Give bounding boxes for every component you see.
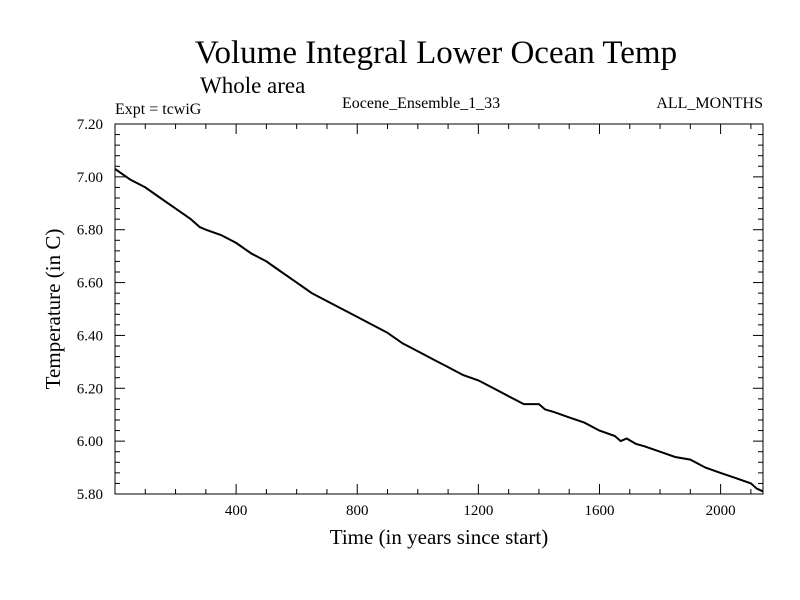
x-tick-label: 800	[346, 503, 369, 519]
x-tick-label: 1600	[584, 503, 614, 519]
y-tick-label: 5.80	[77, 487, 103, 503]
y-tick-label: 6.80	[77, 223, 103, 239]
x-tick-label: 400	[225, 503, 248, 519]
experiment-label: Expt = tcwiG	[115, 101, 202, 118]
y-axis-title: Temperature (in C)	[41, 229, 65, 390]
y-tick-label: 6.00	[77, 434, 103, 450]
y-tick-label: 6.60	[77, 276, 103, 292]
y-tick-label: 7.00	[77, 170, 103, 186]
y-tick-label: 7.20	[77, 117, 103, 133]
x-tick-label: 2000	[706, 503, 736, 519]
series-line	[114, 168, 764, 493]
months-label: ALL_MONTHS	[656, 95, 763, 112]
plot-frame	[114, 123, 764, 495]
y-tick-label: 6.20	[77, 381, 103, 397]
x-tick-label: 1200	[463, 503, 493, 519]
chart-subtitle: Whole area	[200, 73, 305, 98]
x-axis-title: Time (in years since start)	[330, 525, 549, 549]
y-tick-label: 6.40	[77, 328, 103, 344]
chart-title: Volume Integral Lower Ocean Temp	[195, 35, 677, 71]
ensemble-label: Eocene_Ensemble_1_33	[342, 95, 500, 112]
